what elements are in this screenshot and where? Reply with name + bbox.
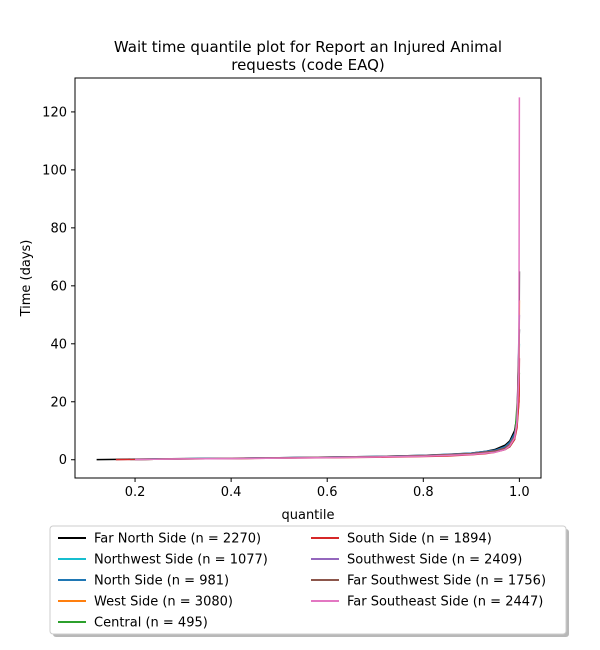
legend-entries: Far North Side (n = 2270) Northwest Side … [58, 532, 546, 631]
legend-label: West Side (n = 3080) [94, 595, 233, 610]
legend-label: Far North Side (n = 2270) [94, 532, 261, 547]
chart-title-line-2: requests (code EAQ) [231, 56, 385, 74]
x-axis-ticks: 0.2 0.4 0.6 0.8 1.0 [125, 478, 530, 500]
y-tick-label: 60 [50, 279, 67, 294]
y-tick-label: 40 [50, 337, 67, 352]
legend-box [49, 525, 567, 635]
y-axis-label: Time (days) [19, 240, 34, 318]
y-tick-label: 0 [59, 453, 67, 468]
x-tick-label: 0.4 [221, 485, 242, 500]
chart-title-line-1: Wait time quantile plot for Report an In… [114, 38, 502, 56]
legend-label: South Side (n = 1894) [347, 532, 492, 547]
legend-label: Northwest Side (n = 1077) [94, 553, 268, 568]
x-tick-label: 1.0 [509, 485, 530, 500]
y-tick-label: 120 [42, 105, 67, 120]
legend-label: Far Southeast Side (n = 2447) [347, 595, 543, 610]
y-axis-ticks: 0 20 40 60 80 100 120 [42, 105, 75, 468]
y-tick-label: 80 [50, 221, 67, 236]
legend-label: Far Southwest Side (n = 1756) [347, 574, 546, 589]
legend-label: Southwest Side (n = 2409) [347, 553, 522, 568]
x-tick-label: 0.6 [317, 485, 338, 500]
legend-label: North Side (n = 981) [94, 574, 229, 589]
x-tick-label: 0.2 [125, 485, 146, 500]
y-tick-label: 100 [42, 163, 67, 178]
plot-frame [74, 77, 542, 479]
legend: Far North Side (n = 2270) Northwest Side … [49, 525, 569, 637]
legend-label: Central (n = 495) [94, 616, 208, 631]
x-axis-label: quantile [281, 508, 334, 523]
series-layer [96, 97, 521, 461]
x-tick-label: 0.8 [413, 485, 434, 500]
y-tick-label: 20 [50, 395, 67, 410]
series-line-9 [135, 97, 521, 461]
